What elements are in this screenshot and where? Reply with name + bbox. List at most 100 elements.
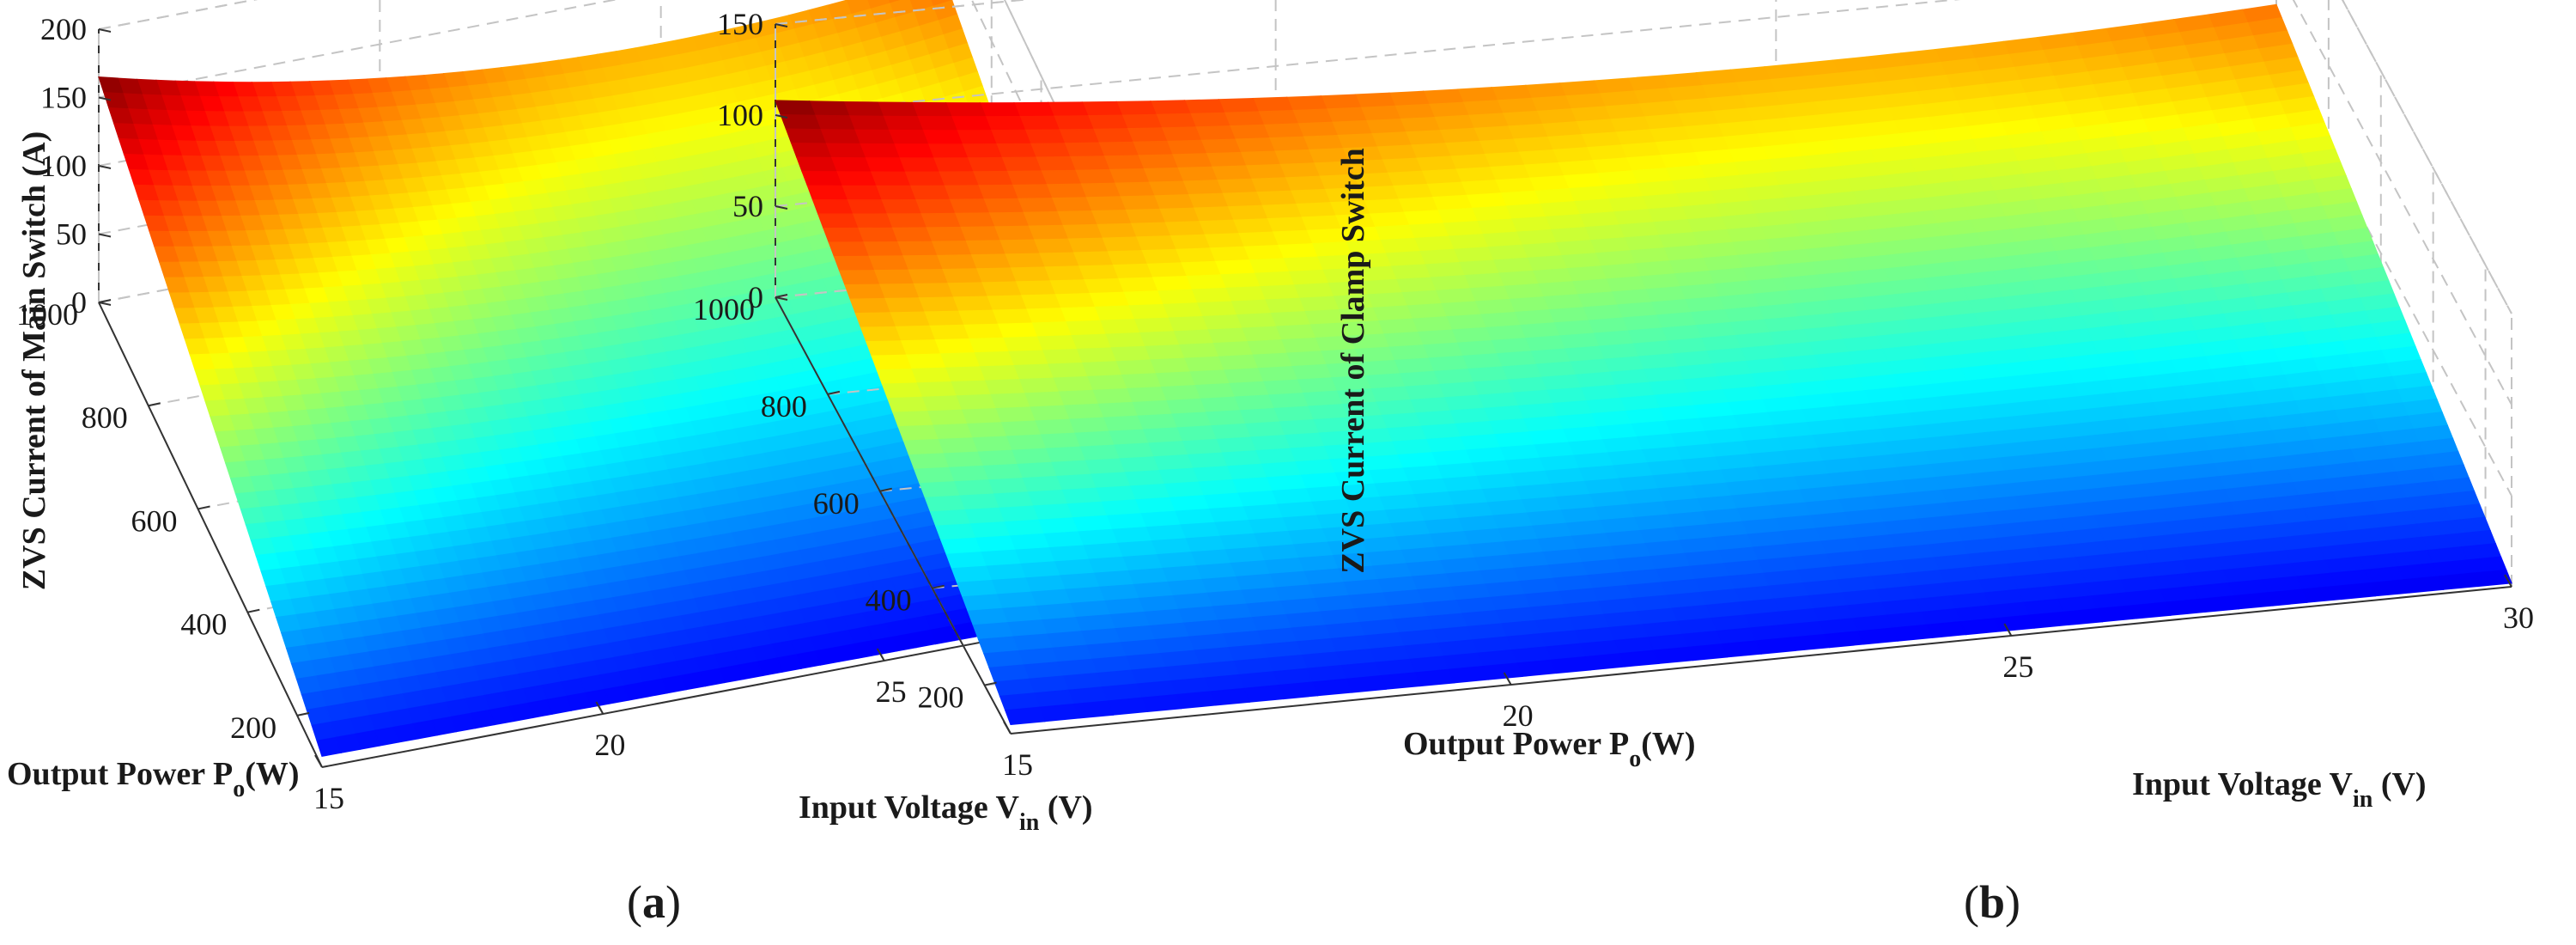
- surface-patch: [889, 311, 930, 328]
- z-tick-label: 150: [717, 7, 763, 41]
- surface-patch: [1399, 116, 1441, 133]
- surface-patch: [1059, 306, 1101, 323]
- surface-patch: [1003, 519, 1045, 537]
- surface-patch: [1185, 274, 1227, 290]
- surface-patch: [1065, 320, 1106, 337]
- surface-patch: [932, 157, 974, 173]
- surface-patch: [959, 226, 1000, 242]
- surface-patch: [1093, 305, 1135, 321]
- surface-patch: [801, 170, 842, 186]
- surface-patch: [1381, 157, 1423, 174]
- surface-patch: [1005, 434, 1047, 451]
- surface-patch: [1038, 252, 1079, 268]
- surface-patch: [1376, 318, 1419, 335]
- y-tick-mark: [148, 402, 161, 407]
- surface-patch: [914, 466, 955, 485]
- y-axis-label-subscript: o: [233, 776, 245, 802]
- surface-patch: [1754, 637, 1796, 655]
- surface-patch: [1389, 264, 1431, 281]
- surface-patch: [1066, 237, 1109, 253]
- surface-patch: [903, 171, 945, 187]
- z-tick-label: 0: [71, 285, 87, 320]
- surface-patch: [1156, 289, 1198, 306]
- surface-patch: [945, 552, 987, 570]
- surface-patch: [1205, 151, 1247, 168]
- surface-patch: [945, 102, 987, 118]
- surface-patch: [1170, 412, 1212, 429]
- surface-patch: [1012, 363, 1054, 381]
- surface-patch: [1079, 182, 1121, 198]
- x-tick-mark: [876, 648, 885, 662]
- x-tick-mark: [314, 754, 323, 768]
- surface-patch: [902, 254, 943, 271]
- surface-patch: [948, 198, 990, 215]
- surface-patch: [896, 241, 938, 257]
- surface-patch: [775, 100, 816, 116]
- surface-patch: [2300, 585, 2342, 603]
- surface-patch: [1266, 216, 1308, 233]
- surface-patch: [1279, 337, 1321, 354]
- surface-patch: [1127, 303, 1170, 320]
- surface-patch: [1105, 513, 1147, 531]
- y-axis-label-main: Output Power P: [1403, 726, 1629, 762]
- surface-patch: [1267, 393, 1309, 410]
- surface-patch: [1121, 113, 1163, 130]
- surface-patch: [1619, 649, 1660, 668]
- surface-patch: [1233, 394, 1275, 412]
- surface-patch: [1286, 95, 1327, 112]
- surface-patch: [1220, 450, 1262, 467]
- surface-patch: [943, 185, 985, 200]
- surface-patch: [1273, 149, 1315, 166]
- surface-patch: [1394, 277, 1437, 294]
- surface-patch: [1194, 382, 1236, 400]
- y-tick-mark: [775, 294, 788, 298]
- surface-patch: [925, 226, 967, 242]
- surface-patch: [1032, 238, 1074, 254]
- surface-patch: [2335, 582, 2376, 601]
- surface-patch: [987, 211, 1030, 228]
- surface-patch: [1176, 166, 1218, 182]
- surface-patch: [1145, 262, 1188, 278]
- surface-patch: [1115, 359, 1157, 376]
- surface-patch: [1106, 250, 1148, 266]
- surface-patch: [965, 422, 1007, 439]
- surface-patch: [1137, 154, 1178, 170]
- surface-patch: [907, 268, 948, 285]
- surface-patch: [1108, 168, 1150, 184]
- surface-patch: [1144, 344, 1185, 361]
- surface-patch: [1413, 235, 1455, 253]
- y-tick-label: 600: [813, 486, 860, 521]
- surface-patch: [1442, 221, 1484, 237]
- x-axis-label-unit: (V): [1039, 790, 1092, 826]
- surface-patch: [2164, 598, 2206, 616]
- surface-patch: [316, 736, 343, 757]
- surface-patch: [946, 282, 987, 298]
- surface-patch: [856, 227, 898, 243]
- surface-patch: [838, 270, 880, 286]
- surface-patch: [1004, 253, 1045, 269]
- surface-patch: [1204, 410, 1246, 427]
- y-tick-label: 1000: [693, 292, 755, 326]
- surface-patch: [919, 481, 960, 498]
- surface-patch: [1150, 100, 1191, 115]
- x-axis-label-subscript: in: [2353, 786, 2373, 813]
- surface-patch: [1009, 266, 1051, 283]
- x-tick-label: 30: [2503, 601, 2534, 635]
- surface-patch: [882, 115, 924, 131]
- surface-patch: [2027, 611, 2069, 629]
- surface-patch: [1091, 387, 1133, 405]
- surface-patch: [1155, 113, 1197, 129]
- surface-patch: [1857, 627, 1899, 645]
- surface-patch: [989, 393, 1030, 410]
- surface-patch: [927, 143, 969, 159]
- surface-patch: [1823, 631, 1865, 649]
- y-tick-mark: [984, 681, 997, 686]
- surface-patch: [823, 227, 864, 243]
- surface-patch: [1095, 485, 1136, 503]
- surface-patch: [1134, 235, 1176, 252]
- surface-patch: [1419, 248, 1460, 265]
- surface-patch: [1114, 181, 1155, 198]
- surface-patch: [971, 170, 1013, 186]
- surface-patch: [1072, 700, 1115, 719]
